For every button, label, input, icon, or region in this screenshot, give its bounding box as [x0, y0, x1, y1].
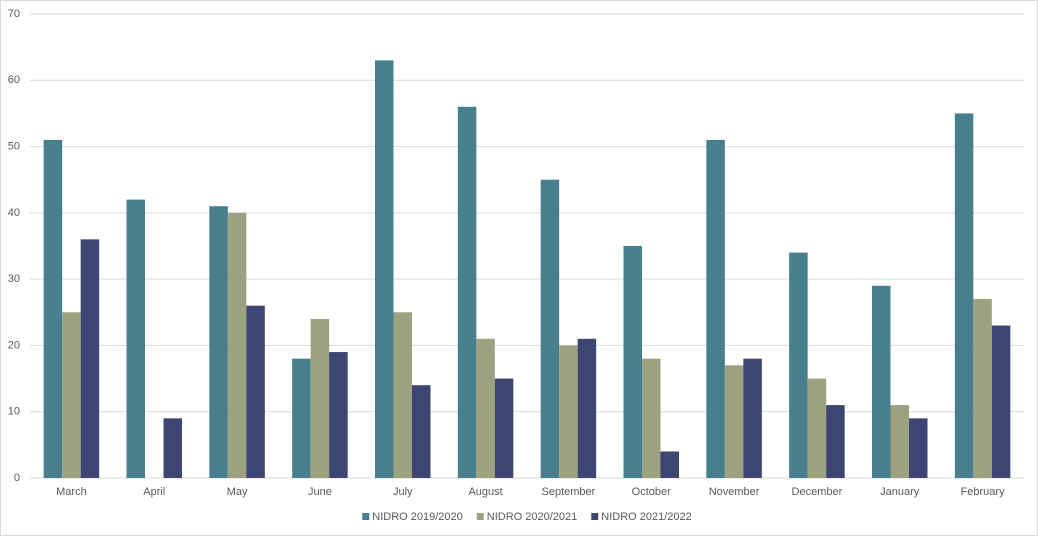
bar — [642, 358, 661, 478]
bar — [789, 252, 808, 478]
bar — [246, 305, 265, 478]
x-tick-label: December — [792, 486, 843, 498]
bar — [329, 352, 348, 478]
bar — [724, 365, 744, 478]
y-tick-label: 60 — [8, 74, 20, 86]
bar — [559, 345, 578, 478]
y-tick-label: 70 — [8, 8, 20, 20]
bar — [375, 60, 394, 479]
bar — [909, 418, 928, 478]
bar — [807, 378, 827, 478]
bar — [227, 212, 247, 478]
bar — [43, 139, 63, 478]
x-tick-label: March — [56, 486, 87, 498]
bar — [126, 199, 145, 478]
bar — [163, 418, 182, 478]
x-tick-label: May — [227, 486, 248, 498]
bar — [393, 312, 412, 478]
bar — [706, 139, 725, 478]
y-tick-label: 50 — [8, 140, 20, 152]
y-tick-label: 20 — [8, 339, 20, 351]
bar — [973, 299, 992, 478]
bar — [954, 113, 974, 478]
bar — [292, 358, 311, 478]
y-tick-label: 40 — [8, 207, 20, 219]
legend-label: NIDRO 2020/2021 — [487, 511, 578, 523]
bar — [623, 246, 642, 478]
y-tick-label: 0 — [14, 472, 20, 484]
bar — [476, 338, 495, 478]
bar — [743, 358, 762, 478]
x-tick-label: April — [143, 486, 165, 498]
x-tick-label: September — [542, 486, 596, 498]
bar — [412, 385, 431, 478]
bar — [991, 325, 1011, 478]
bar — [80, 239, 100, 478]
y-tick-label: 30 — [8, 273, 20, 285]
x-tick-label: June — [308, 486, 332, 498]
x-tick-label: October — [632, 486, 671, 498]
y-tick-label: 10 — [8, 406, 20, 418]
x-tick-label: February — [961, 486, 1006, 498]
legend-swatch — [591, 513, 599, 520]
legend-swatch — [476, 513, 484, 520]
bar — [540, 179, 560, 478]
bar — [62, 312, 81, 478]
x-tick-label: January — [880, 486, 920, 498]
bar — [209, 206, 228, 478]
bar — [660, 451, 679, 478]
legend-swatch — [362, 513, 370, 520]
bar — [457, 106, 477, 479]
bar — [577, 338, 597, 478]
legend-label: NIDRO 2019/2020 — [372, 511, 463, 523]
bar — [494, 378, 514, 478]
legend-label: NIDRO 2021/2022 — [601, 511, 692, 523]
x-tick-label: August — [468, 486, 502, 498]
bar — [310, 318, 330, 478]
bar — [826, 405, 845, 478]
x-tick-label: November — [709, 486, 760, 498]
x-tick-label: July — [393, 486, 413, 498]
bar — [890, 405, 909, 478]
bar — [872, 285, 891, 478]
